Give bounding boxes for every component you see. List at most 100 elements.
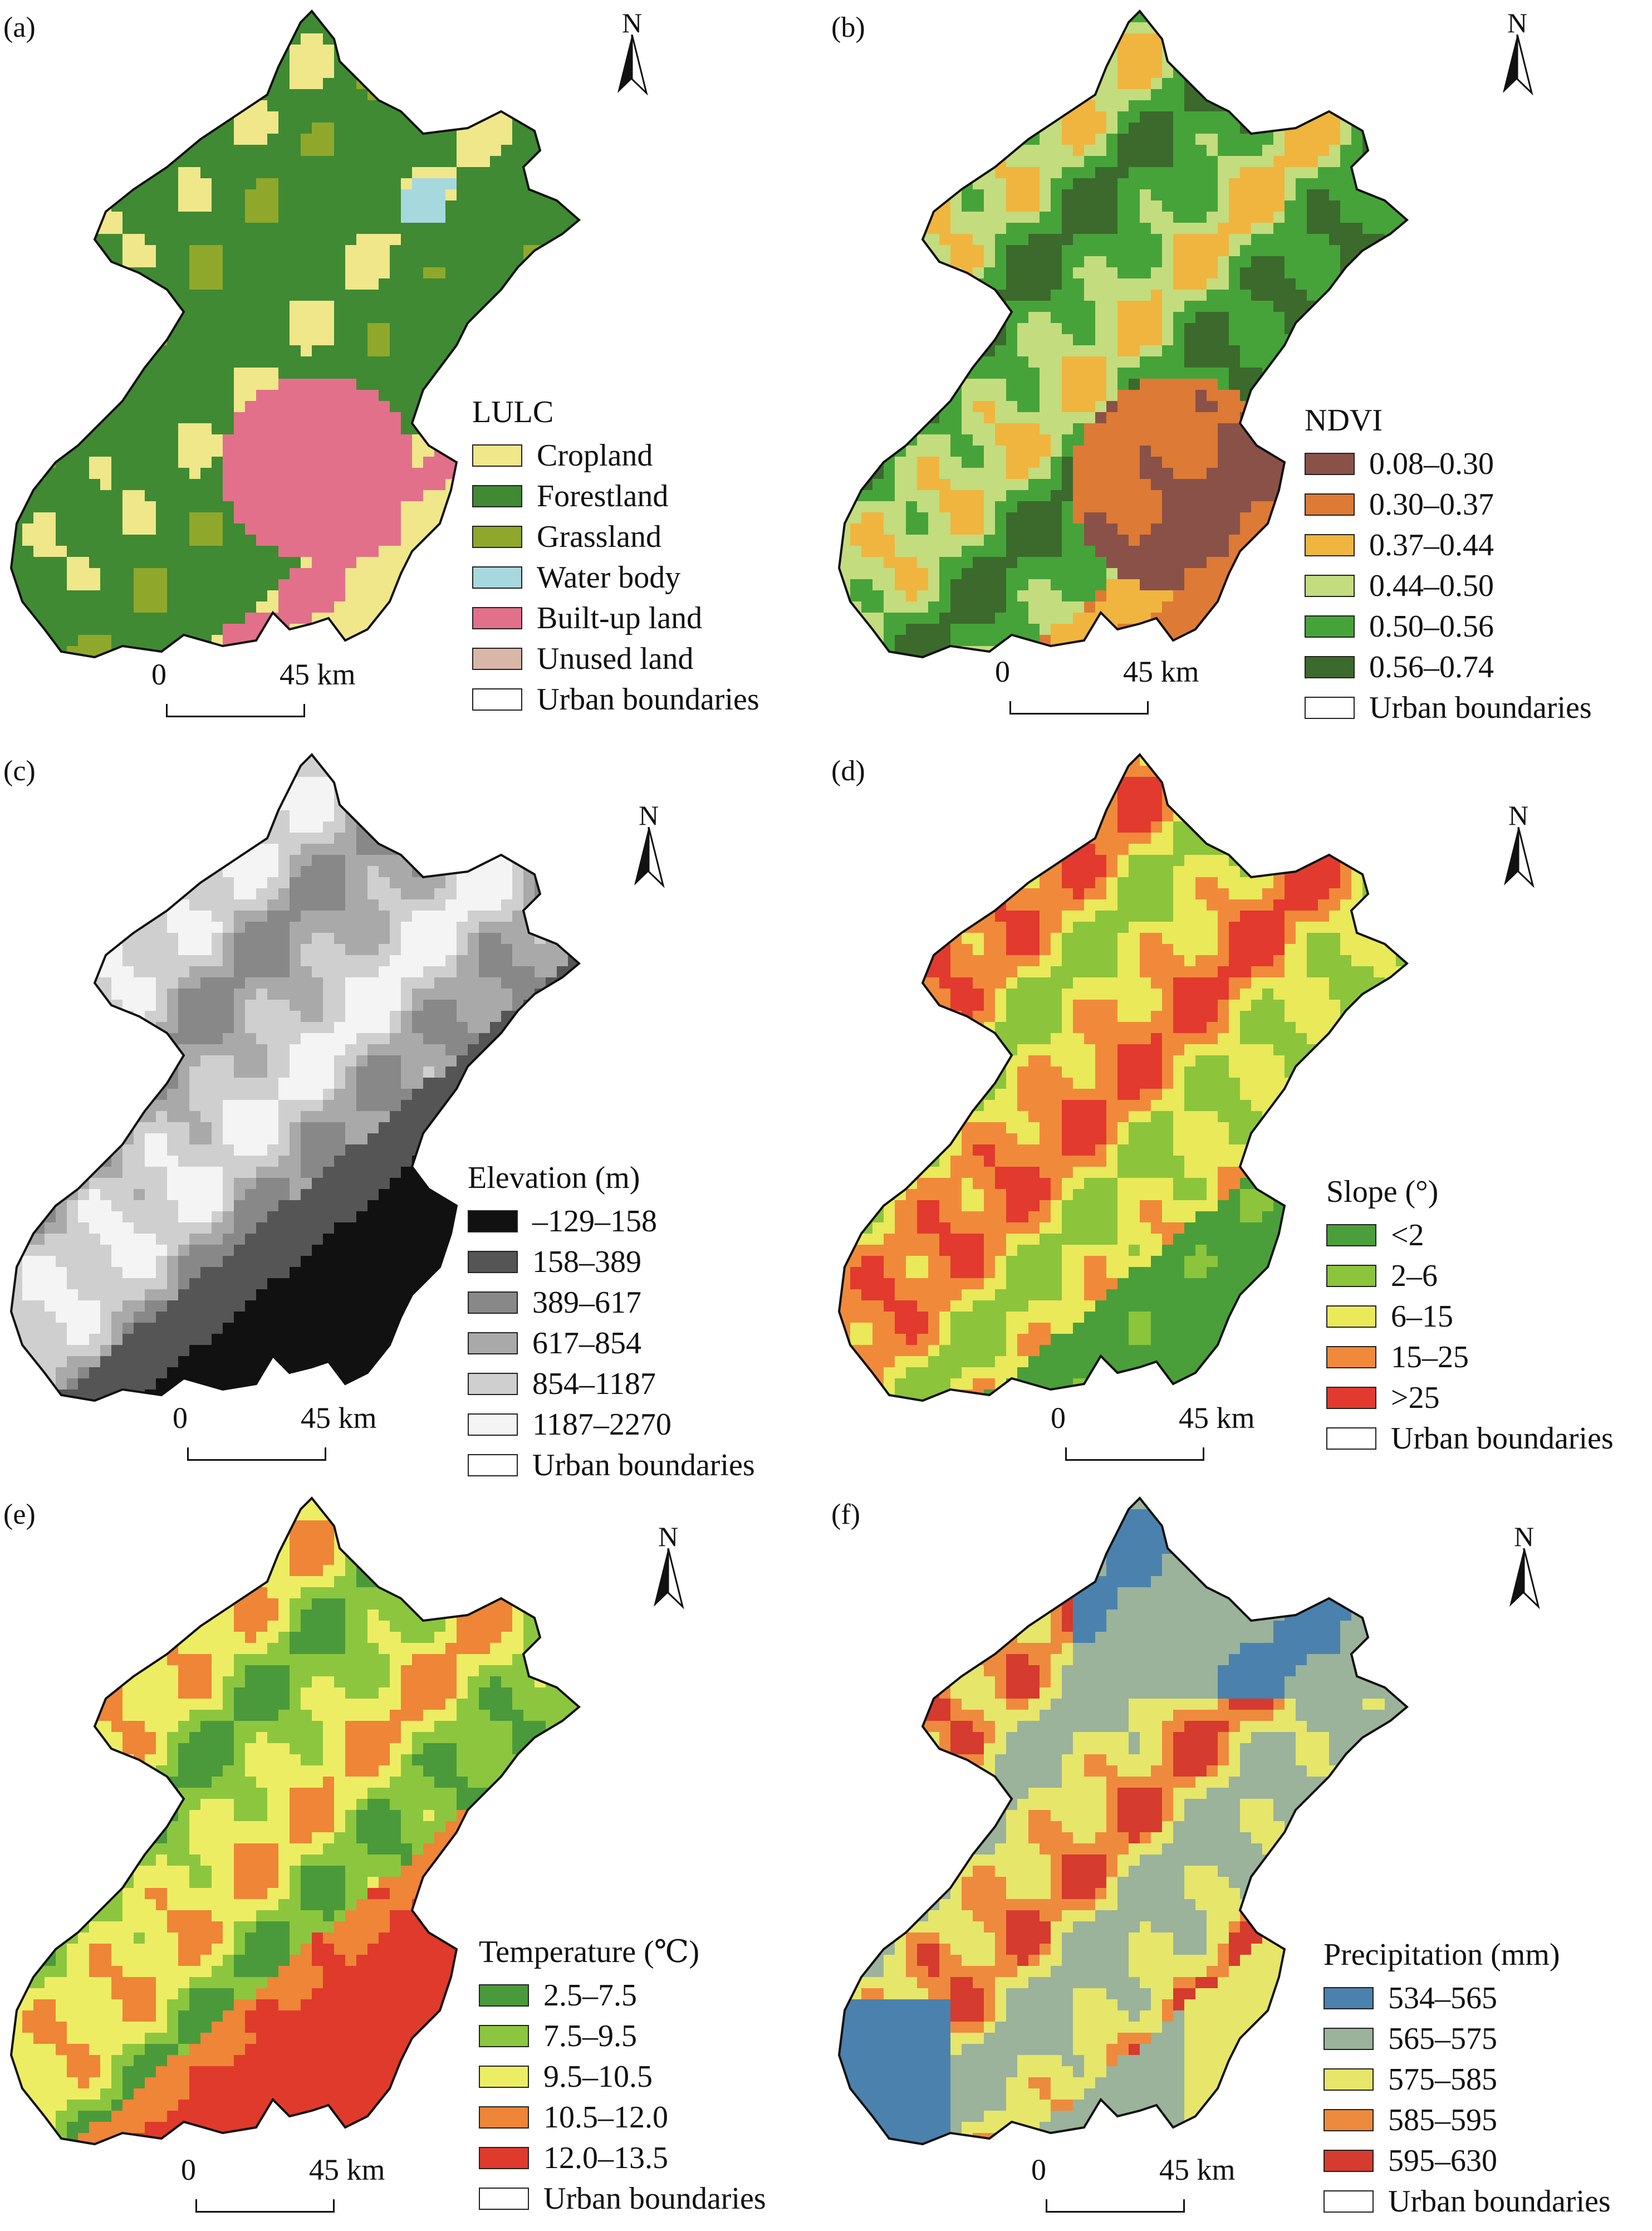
legend-swatch [1305,655,1355,678]
north-arrow-icon [1503,35,1533,96]
legend-swatch [1323,2068,1374,2091]
legend-swatch [479,2146,529,2169]
legend-label: 158–389 [532,1244,641,1279]
scale-line [166,704,305,717]
legend-swatch [1323,2190,1374,2213]
panel-a-lulc: (a) N LULC Cropland Forestland Grassland Wat… [0,0,824,741]
legend-swatch [468,1413,518,1436]
scale-bar: 0 45 km [181,2152,385,2214]
legend-label: 12.0–13.5 [543,2140,668,2175]
legend-swatch [1305,615,1355,638]
panel-label: (f) [831,1499,860,1530]
legend-label: –129–158 [532,1203,657,1239]
scale-distance: 45 km [280,658,356,691]
scale-line [195,2199,335,2213]
legend-item: –129–158 [468,1201,755,1241]
panel-c-elevation: (c) N Elevation (m) –129–158 158–389 389–61… [0,743,824,1484]
legend-item: 1187–2270 [468,1404,755,1445]
scale-bar: 0 45 km [995,654,1199,716]
north-label: N [1507,7,1528,38]
north-arrow: N [635,1520,702,1615]
legend-title: LULC [472,395,554,429]
legend-label: Unused land [537,641,694,676]
legend-item: 565–575 [1323,2018,1611,2059]
legend-swatch [479,1984,529,2007]
legend-swatch [472,647,522,670]
legend-item: 534–565 [1323,1978,1611,2018]
north-label: N [638,800,659,831]
legend-item: Forestland [472,476,759,516]
legend-item-urban-boundaries: Urban boundaries [472,679,759,720]
panel-e-temperature: (e) N Temperature (℃) 2.5–7.5 7.5–9.5 9.5–1… [0,1487,824,2228]
legend-item: 9.5–10.5 [479,2056,766,2097]
urban-boundary [9,9,581,659]
legend-item: Cropland [472,435,759,476]
legend-swatch [479,2106,529,2129]
legend-swatch [468,1250,518,1273]
legend: NDVI 0.08–0.30 0.30–0.37 0.37–0.44 0.44–0.50… [1305,401,1592,728]
scale-zero: 0 [151,658,166,691]
north-arrow: N [599,7,665,101]
legend-item-urban-boundaries: Urban boundaries [468,1445,755,1485]
legend-label: 389–617 [532,1285,641,1320]
north-arrow-icon [654,1548,684,1609]
legend-label: Urban boundaries [532,1447,755,1483]
scale-bar: 0 45 km [151,657,356,718]
legend-swatch [472,444,522,467]
scale-distance: 45 km [1123,655,1199,688]
legend-swatch [472,485,522,507]
legend-swatch [1326,1386,1376,1409]
urban-boundary [837,9,1409,659]
legend-label: Urban boundaries [1388,2184,1611,2219]
legend: Precipitation (mm) 534–565 565–575 575–585 5… [1323,1935,1611,2222]
urban-boundary [837,1496,1409,2146]
legend-item: 575–585 [1323,2059,1611,2100]
legend-item: 158–389 [468,1241,755,1282]
legend-label: Grassland [537,519,661,554]
legend-label: Water body [537,560,681,595]
north-label: N [621,7,643,38]
panel-label: (c) [3,755,36,787]
urban-boundary [9,1496,581,2146]
legend-swatch [468,1454,518,1476]
legend-item: 854–1187 [468,1363,755,1404]
north-arrow: N [1491,1520,1557,1615]
legend-item: Grassland [472,516,759,557]
legend-swatch [1326,1224,1376,1246]
legend-swatch [468,1372,518,1395]
legend-label: Urban boundaries [1391,1421,1614,1456]
legend-swatch [1326,1264,1376,1287]
panel-label: (b) [831,12,865,43]
legend-title: Elevation (m) [468,1161,640,1195]
legend-label: 7.5–9.5 [543,2018,637,2053]
legend-item: 0.37–0.44 [1305,525,1592,565]
legend-swatch [472,606,522,629]
legend-label: Urban boundaries [543,2181,766,2216]
legend-item: Built-up land [472,598,759,638]
legend: LULC Cropland Forestland Grassland Water bod… [472,393,759,720]
legend-item: 15–25 [1326,1337,1614,1377]
scale-bar: 0 45 km [1051,1401,1255,1462]
legend-item-urban-boundaries: Urban boundaries [479,2178,766,2219]
legend-item: 10.5–12.0 [479,2097,766,2137]
legend-item: 7.5–9.5 [479,2015,766,2056]
ndvi-map [837,9,1409,659]
legend-swatch [468,1291,518,1314]
legend-label: Built-up land [537,600,703,635]
north-arrow: N [1485,799,1552,894]
legend-item: >25 [1326,1377,1614,1418]
legend-item: 2.5–7.5 [479,1975,766,2015]
lulc-map [9,9,581,659]
legend-item: Water body [472,557,759,598]
legend-label: 15–25 [1391,1339,1469,1374]
legend-label: 0.56–0.74 [1369,649,1494,684]
scale-distance: 45 km [301,1401,377,1435]
panel-label: (a) [3,12,36,43]
legend-title: Slope (°) [1326,1175,1439,1209]
legend-swatch [479,2187,529,2210]
legend-label: 585–595 [1388,2102,1497,2137]
scale-line [187,1447,326,1461]
legend-item: 585–595 [1323,2100,1611,2140]
legend-item-urban-boundaries: Urban boundaries [1323,2181,1611,2222]
legend-label: Cropland [537,438,653,473]
